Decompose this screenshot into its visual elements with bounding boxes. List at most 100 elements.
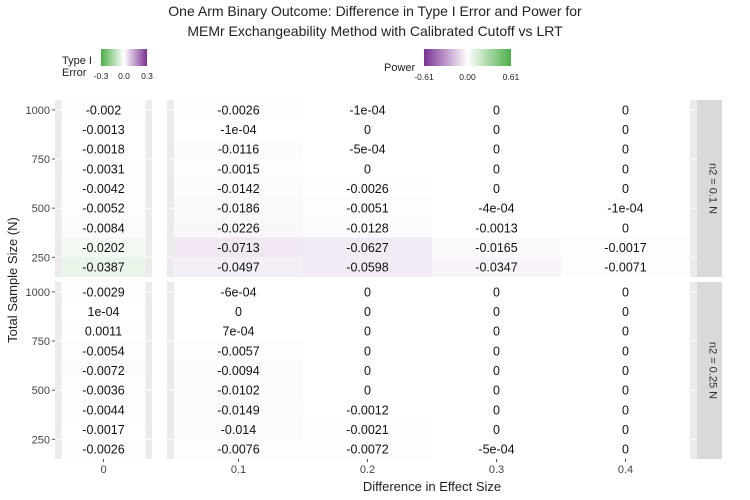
power-tile	[561, 321, 690, 341]
panel-1: -0.002 -0.0013 -0.0018 -0.0031 -0.0042 -0.005…	[26, 100, 722, 277]
power-tile	[174, 439, 303, 459]
power-tile	[303, 380, 432, 400]
type1-tile	[61, 119, 146, 140]
type1-tile	[61, 419, 146, 440]
power-tile	[303, 282, 432, 302]
power-tile-label: 0	[493, 384, 500, 398]
power-tile-label: 0	[364, 325, 371, 339]
power-tile	[303, 237, 432, 258]
power-tile-label: 0	[493, 403, 500, 417]
legend-type1-tick-3: 0.3	[141, 71, 153, 81]
type1-tile	[61, 360, 146, 381]
legend-power-tick-1: -0.61	[414, 72, 434, 82]
power-tile	[432, 218, 561, 238]
power-tile	[174, 119, 303, 140]
power-tile	[303, 360, 432, 381]
power-tile-label: 0	[622, 221, 629, 235]
power-tile-label: 0	[622, 143, 629, 157]
power-tile	[561, 119, 690, 140]
x-tick-label: 0	[100, 464, 106, 476]
power-tile	[432, 360, 561, 381]
power-tile-label: -0.0071	[604, 261, 646, 275]
power-tile-label: 0	[364, 305, 371, 319]
power-tile-label: 0	[622, 443, 629, 457]
power-tile	[174, 100, 303, 120]
type1-tile	[61, 159, 146, 179]
power-tile	[174, 341, 303, 361]
type1-tile-label: -0.0029	[82, 285, 124, 299]
power-tile-label: -0.0713	[217, 241, 259, 255]
power-tile-label: 0	[493, 364, 500, 378]
power-tile	[561, 341, 690, 361]
power-tile	[174, 380, 303, 400]
power-tile	[303, 100, 432, 120]
power-tile	[174, 178, 303, 199]
power-tile-label: 0	[364, 344, 371, 358]
power-tile	[174, 419, 303, 440]
power-tile	[174, 218, 303, 238]
power-tile	[432, 198, 561, 218]
legend-power-colorbar	[424, 49, 511, 66]
power-tile-label: 0	[493, 423, 500, 437]
power-tile	[174, 360, 303, 381]
power-tile-label: -0.0598	[346, 261, 388, 275]
legend-type1-colorbar	[101, 49, 147, 66]
power-tile	[303, 419, 432, 440]
y-tick-label: 250	[32, 252, 50, 264]
power-tile-label: 0	[493, 103, 500, 117]
power-tile	[561, 100, 690, 120]
power-tile-label: -1e-04	[349, 103, 385, 117]
power-tile	[432, 159, 561, 179]
power-tile	[432, 419, 561, 440]
power-tile	[432, 257, 561, 277]
power-tile	[174, 400, 303, 420]
type1-tile-label: -0.002	[86, 103, 121, 117]
power-tile-label: -0.0012	[346, 403, 388, 417]
power-tile-label: 0	[493, 305, 500, 319]
type1-tile	[61, 218, 146, 238]
type1-tile	[61, 400, 146, 420]
x-tick-label: 0.1	[231, 464, 246, 476]
power-tile	[561, 419, 690, 440]
type1-tile	[61, 237, 146, 258]
power-tile-label: -4e-04	[478, 202, 514, 216]
power-tile-label: 0	[364, 123, 371, 137]
power-tile	[174, 237, 303, 258]
power-tile-label: 0	[493, 285, 500, 299]
legend-power-tick-3: 0.61	[503, 72, 520, 82]
x-tick-label: 0.2	[360, 464, 375, 476]
power-tile-label: 0	[622, 364, 629, 378]
power-tile	[432, 321, 561, 341]
power-tile-label: 0	[622, 285, 629, 299]
power-tile	[561, 301, 690, 322]
power-tile-label: -5e-04	[349, 143, 385, 157]
facet-strip	[697, 100, 722, 277]
power-tile-label: -0.0627	[346, 241, 388, 255]
legend-power-tick-2: 0.00	[459, 72, 476, 82]
power-tile	[561, 360, 690, 381]
power-tile	[561, 237, 690, 258]
power-tile-label: 0	[364, 364, 371, 378]
power-tile-label: 0	[364, 384, 371, 398]
power-tile-label: 0	[364, 162, 371, 176]
power-tile-label: -0.0013	[475, 221, 517, 235]
type1-tile-label: -0.0052	[82, 202, 124, 216]
power-tile	[303, 321, 432, 341]
power-tile	[303, 257, 432, 277]
power-tile	[561, 282, 690, 302]
power-tile-label: 0	[622, 103, 629, 117]
power-tile-label: 0	[364, 285, 371, 299]
power-tile-label: -5e-04	[478, 443, 514, 457]
type1-tile	[61, 100, 146, 120]
power-tile-label: 0	[622, 325, 629, 339]
y-tick-label: 1000	[26, 105, 50, 117]
y-axis-title: Total Sample Size (N)	[5, 217, 20, 343]
power-tile-label: -0.0072	[346, 443, 388, 457]
power-tile	[303, 178, 432, 199]
power-tile-label: 0	[493, 162, 500, 176]
power-tile	[303, 198, 432, 218]
power-tile	[303, 159, 432, 179]
type1-tile	[61, 341, 146, 361]
power-tile-label: -0.0026	[217, 103, 259, 117]
power-tile	[561, 139, 690, 159]
